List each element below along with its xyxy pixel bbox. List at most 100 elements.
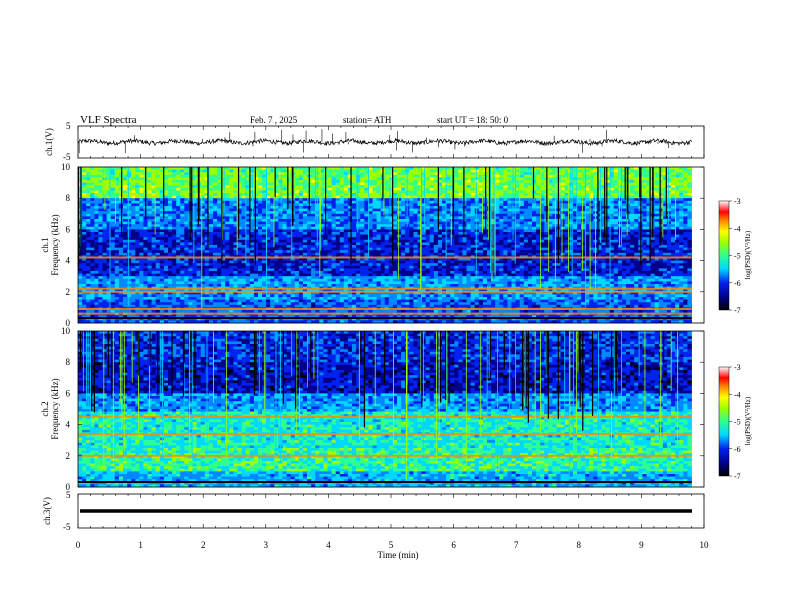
spectrogram-cell xyxy=(425,211,431,215)
spectrogram-cell xyxy=(307,219,312,222)
spectrogram-cell xyxy=(98,247,103,251)
spectrogram-cell xyxy=(241,250,247,254)
spectrogram-cell xyxy=(540,242,545,246)
spectrogram-cell xyxy=(94,211,99,215)
spectrogram-cell xyxy=(666,245,672,248)
spectrogram-cell xyxy=(507,237,512,241)
spectrogram-cell xyxy=(282,229,287,233)
spectrogram-cell xyxy=(495,208,500,212)
spectrogram-cell xyxy=(658,203,664,207)
spectrogram-cell xyxy=(634,182,639,186)
spectrogram-cell xyxy=(429,242,435,246)
spectrogram-cell xyxy=(499,213,504,217)
spectrogram-cell xyxy=(131,195,136,199)
spectrogram-cell xyxy=(106,229,112,233)
spectrogram-cell xyxy=(548,237,553,241)
spectrogram-cell xyxy=(433,200,439,204)
spectrogram-cell xyxy=(245,242,251,246)
spectrogram-cell xyxy=(687,198,692,202)
spectrogram-cell xyxy=(666,237,672,241)
spectrogram-cell xyxy=(572,239,578,243)
spectrogram-cell xyxy=(327,229,332,233)
spectrogram-cell xyxy=(274,224,279,228)
spectrogram-cell xyxy=(163,180,169,183)
spectrogram-cell xyxy=(609,247,615,251)
spectrogram-cell xyxy=(266,232,271,235)
spectrogram-cell xyxy=(237,213,242,217)
spectrogram-cell xyxy=(495,245,500,248)
spectrogram-cell xyxy=(384,182,390,186)
spectrogram-cell xyxy=(617,226,623,230)
spectrogram-cell xyxy=(577,182,582,186)
spectrogram-cell xyxy=(392,229,398,233)
spectrogram-cell xyxy=(278,200,283,204)
spectrogram-cell xyxy=(532,203,537,207)
spectrogram-cell xyxy=(532,180,537,183)
spectrogram-cell xyxy=(241,208,247,212)
spectrogram-cell xyxy=(597,177,602,181)
spectrogram-cell xyxy=(446,206,451,209)
spectrogram-cell xyxy=(286,190,292,194)
spectrogram-cell xyxy=(675,224,680,228)
spectrogram-cell xyxy=(429,187,435,191)
spectrogram-cell xyxy=(131,208,136,212)
spectrogram-cell xyxy=(102,208,107,212)
ch1-waveform-panel: 5 -5 ch.1(V) xyxy=(44,121,705,162)
spectrogram-cell xyxy=(597,180,602,183)
spectrogram-cell xyxy=(458,221,463,225)
spectrogram-cell xyxy=(433,195,439,199)
spectrogram-cell xyxy=(683,239,688,243)
spectrogram-cell xyxy=(532,193,537,196)
spectrogram-cell xyxy=(192,224,197,228)
spectrogram-cell xyxy=(401,172,406,176)
spectrogram-cell xyxy=(429,182,435,186)
spectrogram-cell xyxy=(679,172,684,176)
spectrogram-cell xyxy=(176,167,181,170)
spectrogram-cell xyxy=(368,174,373,178)
spectrogram-cell xyxy=(180,177,185,181)
spectrogram-cell xyxy=(123,226,128,230)
spectrogram-cell xyxy=(282,234,287,238)
spectrogram-cell xyxy=(139,177,144,181)
spectrogram-cell xyxy=(347,213,353,217)
spectrogram-cell xyxy=(229,226,234,230)
spectrogram-cell xyxy=(384,203,390,207)
spectrogram-cell xyxy=(388,208,394,212)
spectrogram-cell xyxy=(466,232,471,235)
spectrogram-cell xyxy=(548,185,553,189)
spectrogram-cell xyxy=(352,185,357,189)
spectrogram-cell xyxy=(491,208,496,212)
spectrogram-cell xyxy=(98,219,103,222)
spectrogram-cell xyxy=(213,185,218,189)
spectrogram-cell xyxy=(433,174,439,178)
spectrogram-cell xyxy=(106,167,112,170)
spectrogram-cell xyxy=(302,174,308,178)
spectrogram-cell xyxy=(298,234,304,238)
spectrogram-cell xyxy=(221,195,226,199)
spectrogram-cell xyxy=(417,203,422,207)
spectrogram-cell xyxy=(274,172,279,176)
spectrogram-cell xyxy=(372,200,377,204)
spectrogram-cell xyxy=(360,234,365,238)
spectrogram-cell xyxy=(98,226,103,230)
spectrogram-cell xyxy=(491,224,496,228)
spectrogram-cell xyxy=(372,172,377,176)
spectrogram-cell xyxy=(311,182,316,186)
spectrogram-cell xyxy=(335,229,341,233)
spectrogram-cell xyxy=(642,177,647,181)
spectrogram-cell xyxy=(392,221,398,225)
spectrogram-cell xyxy=(384,206,390,209)
spectrogram-cell xyxy=(666,219,672,222)
spectrogram-cell xyxy=(675,174,680,178)
spectrogram-cell xyxy=(200,239,206,243)
spectrogram-cell xyxy=(360,198,365,202)
spectrogram-cell xyxy=(253,182,259,186)
spectrogram-cell xyxy=(127,208,132,212)
spectrogram-cell xyxy=(458,247,463,251)
spectrogram-cell xyxy=(507,193,512,196)
spectrogram-cell xyxy=(262,213,267,217)
spectrogram-cell xyxy=(548,229,553,233)
spectrogram-cell xyxy=(114,167,120,170)
spectrogram-cell xyxy=(200,203,206,207)
spectrogram-cell xyxy=(208,195,214,199)
